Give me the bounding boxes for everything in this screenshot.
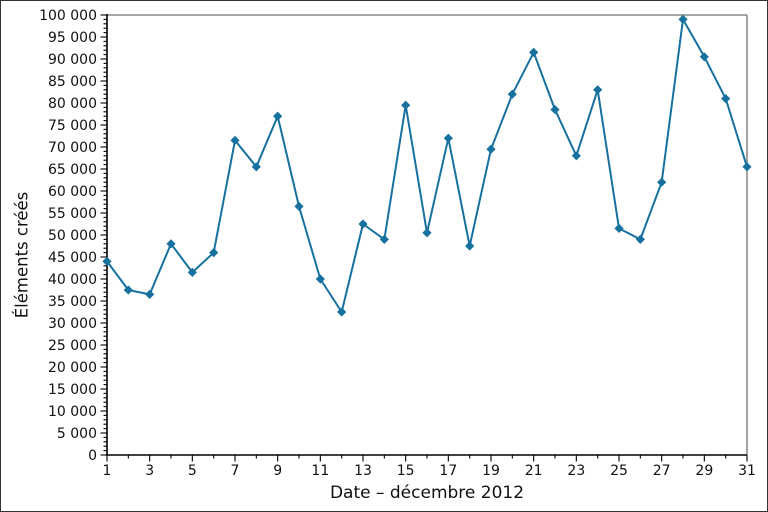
- data-point: [699, 52, 709, 62]
- data-point: [635, 234, 645, 244]
- y-tick-label: 85 000: [48, 74, 97, 90]
- y-tick-label: 100 000: [39, 8, 97, 24]
- y-tick-label: 5 000: [57, 426, 97, 442]
- x-tick-label: 15: [397, 463, 415, 479]
- data-point: [550, 105, 560, 115]
- x-tick-label: 23: [567, 463, 585, 479]
- data-point: [678, 14, 688, 24]
- data-point: [337, 307, 347, 317]
- data-point: [721, 94, 731, 104]
- data-point: [145, 289, 155, 299]
- y-tick-label: 45 000: [48, 250, 97, 266]
- y-tick-label: 0: [88, 448, 97, 464]
- data-point: [529, 47, 539, 57]
- x-axis-title: Date – décembre 2012: [329, 483, 525, 503]
- data-point: [379, 234, 389, 244]
- x-tick-label: 31: [738, 463, 756, 479]
- data-point: [315, 274, 325, 284]
- y-tick-label: 30 000: [48, 316, 97, 332]
- data-point: [571, 151, 581, 161]
- y-tick-label: 40 000: [48, 272, 97, 288]
- data-point: [102, 256, 112, 266]
- x-tick-label: 21: [525, 463, 543, 479]
- x-tick-label: 9: [273, 463, 282, 479]
- x-tick-label: 5: [188, 463, 197, 479]
- data-point: [294, 201, 304, 211]
- x-tick-label: 13: [354, 463, 372, 479]
- x-tick-label: 7: [231, 463, 240, 479]
- y-tick-label: 65 000: [48, 162, 97, 178]
- y-tick-label: 15 000: [48, 382, 97, 398]
- data-point: [593, 85, 603, 95]
- data-point: [166, 239, 176, 249]
- data-point: [187, 267, 197, 277]
- data-point: [422, 228, 432, 238]
- y-tick-label: 50 000: [48, 228, 97, 244]
- data-point: [401, 100, 411, 110]
- y-tick-label: 35 000: [48, 294, 97, 310]
- y-tick-label: 75 000: [48, 118, 97, 134]
- data-point: [742, 162, 752, 172]
- x-tick-label: 29: [695, 463, 713, 479]
- x-tick-label: 1: [103, 463, 112, 479]
- data-point: [251, 162, 261, 172]
- data-line: [106, 18, 748, 313]
- y-tick-label: 10 000: [48, 404, 97, 420]
- data-point: [657, 177, 667, 187]
- y-tick-label: 20 000: [48, 360, 97, 376]
- y-tick-label: 60 000: [48, 184, 97, 200]
- y-tick-label: 95 000: [48, 30, 97, 46]
- y-tick-label: 70 000: [48, 140, 97, 156]
- x-tick-label: 11: [311, 463, 329, 479]
- x-tick-label: 17: [439, 463, 457, 479]
- x-tick-label: 25: [610, 463, 628, 479]
- x-tick-label: 27: [653, 463, 671, 479]
- x-tick-label: 19: [482, 463, 500, 479]
- data-point: [230, 135, 240, 145]
- data-point: [209, 248, 219, 258]
- data-point: [614, 223, 624, 233]
- y-tick-label: 55 000: [48, 206, 97, 222]
- data-point: [507, 89, 517, 99]
- data-point: [273, 111, 283, 121]
- y-tick-label: 90 000: [48, 52, 97, 68]
- x-tick-label: 3: [145, 463, 154, 479]
- y-tick-label: 80 000: [48, 96, 97, 112]
- data-point: [358, 219, 368, 229]
- y-axis-title: Éléments créés: [12, 191, 32, 319]
- data-point: [443, 133, 453, 143]
- data-point: [123, 285, 133, 295]
- y-tick-label: 25 000: [48, 338, 97, 354]
- data-point: [465, 241, 475, 251]
- data-point: [486, 144, 496, 154]
